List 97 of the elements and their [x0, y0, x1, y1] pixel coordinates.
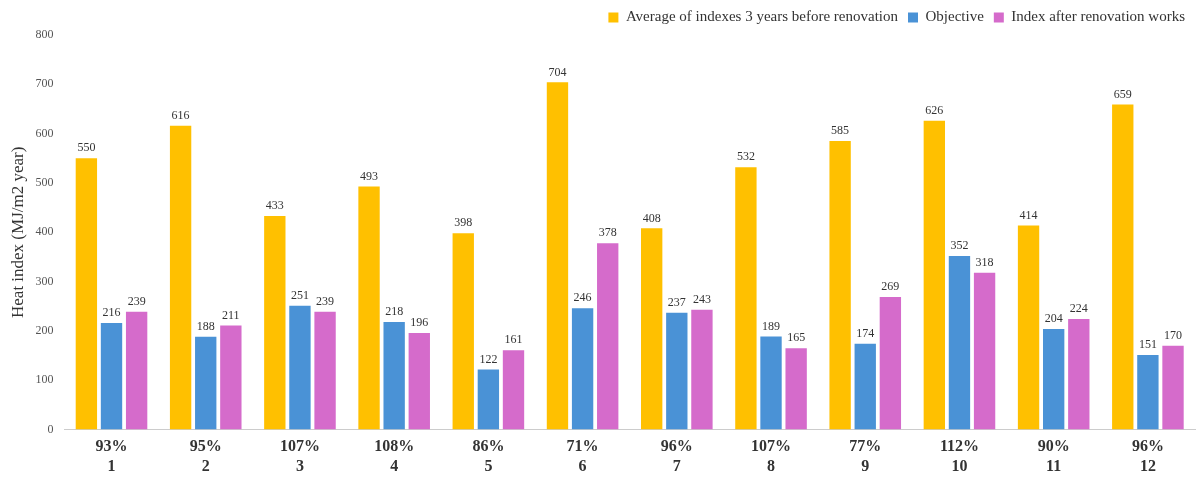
- x-tick-label: 77% 9: [849, 437, 882, 474]
- data-label: 659: [1113, 86, 1132, 101]
- data-label: 161: [504, 332, 523, 347]
- x-tick-label: 96% 12: [1131, 437, 1164, 474]
- data-label: 243: [692, 291, 711, 306]
- data-label: 704: [548, 64, 567, 79]
- data-label: 122: [479, 351, 498, 366]
- x-tick-label: 90% 11: [1037, 437, 1070, 474]
- data-label: 408: [642, 210, 661, 225]
- data-label: 269: [881, 279, 900, 294]
- data-label: 237: [667, 294, 686, 309]
- data-label: 170: [1164, 327, 1183, 342]
- data-label: 493: [360, 168, 379, 183]
- bar: [546, 82, 569, 430]
- x-tick-label: 86% 5: [472, 437, 505, 474]
- x-tick-label: 107% 8: [751, 437, 792, 474]
- bar: [220, 325, 242, 430]
- bar: [408, 332, 430, 430]
- bar: [760, 336, 782, 430]
- y-tick-label: 400: [35, 224, 54, 239]
- bar: [597, 243, 619, 430]
- bar: [264, 216, 286, 430]
- data-label: 239: [316, 293, 335, 308]
- bar: [100, 323, 123, 430]
- y-tick-label: 300: [35, 273, 54, 288]
- data-label: 224: [1069, 301, 1088, 316]
- data-label: 151: [1138, 337, 1157, 352]
- bar: [973, 272, 996, 430]
- bar: [735, 167, 757, 430]
- data-label: 251: [290, 287, 309, 302]
- legend-label: Objective: [925, 8, 985, 25]
- bar: [1017, 225, 1040, 430]
- data-label: 211: [222, 307, 240, 322]
- data-label: 239: [127, 293, 146, 308]
- x-tick-label: 95% 2: [189, 437, 222, 474]
- y-tick-label: 700: [35, 76, 54, 91]
- x-tick-label: 93% 1: [95, 437, 128, 474]
- data-label: 532: [736, 149, 755, 164]
- x-tick-label: 107% 3: [279, 437, 320, 474]
- bar: [358, 186, 380, 430]
- data-label: 398: [454, 215, 473, 230]
- data-label: 218: [385, 304, 404, 319]
- y-tick-label: 0: [47, 421, 54, 436]
- bar: [641, 228, 663, 430]
- bar: [923, 120, 946, 430]
- y-axis-title: Heat index (MJ/m2 year): [7, 146, 27, 318]
- y-tick-label: 200: [35, 323, 54, 338]
- bar: [691, 309, 713, 430]
- data-label: 196: [410, 315, 429, 330]
- bar: [666, 312, 688, 430]
- bar: [1112, 104, 1134, 430]
- y-tick-label: 600: [35, 125, 54, 140]
- bar: [879, 296, 902, 430]
- bar: [571, 308, 594, 430]
- x-tick-label: 112% 10: [939, 437, 980, 474]
- bar: [452, 233, 474, 430]
- data-label: 165: [787, 330, 806, 345]
- data-label: 318: [975, 254, 994, 269]
- bar: [502, 350, 525, 430]
- bar: [383, 322, 405, 430]
- x-tick-label: 108% 4: [374, 437, 415, 474]
- data-label: 204: [1044, 311, 1063, 326]
- data-label: 433: [265, 198, 284, 213]
- x-tick-label: 96% 7: [660, 437, 693, 474]
- y-tick-label: 800: [35, 27, 54, 42]
- bar: [477, 369, 500, 430]
- data-label: 189: [762, 318, 781, 333]
- data-label: 174: [856, 325, 875, 340]
- bar: [125, 311, 148, 430]
- y-tick-label: 500: [35, 175, 54, 190]
- bar: [1068, 319, 1090, 430]
- data-label: 352: [950, 238, 969, 253]
- data-label: 626: [925, 102, 944, 117]
- y-tick-label: 100: [35, 372, 54, 387]
- bar: [785, 348, 807, 430]
- bar: [1162, 345, 1184, 430]
- bar: [314, 311, 336, 430]
- data-label: 216: [102, 305, 121, 320]
- bar: [829, 141, 851, 430]
- bar: [195, 336, 217, 430]
- bar: [169, 125, 192, 430]
- bar: [1137, 355, 1159, 430]
- bar: [854, 343, 876, 430]
- bar: [289, 305, 311, 430]
- x-tick-label: 71% 6: [566, 437, 599, 474]
- data-label: 585: [831, 123, 850, 138]
- bar: [948, 255, 971, 430]
- legend-label: Average of indexes 3 years before renovation: [625, 8, 899, 25]
- bar: [1043, 328, 1065, 430]
- bar: [75, 158, 98, 430]
- legend-label: Index after renovation works: [1011, 8, 1186, 25]
- data-label: 550: [77, 140, 96, 155]
- data-label: 246: [573, 290, 592, 305]
- data-label: 378: [598, 225, 617, 240]
- data-label: 616: [171, 107, 190, 122]
- data-label: 414: [1019, 207, 1038, 222]
- data-label: 188: [196, 319, 215, 334]
